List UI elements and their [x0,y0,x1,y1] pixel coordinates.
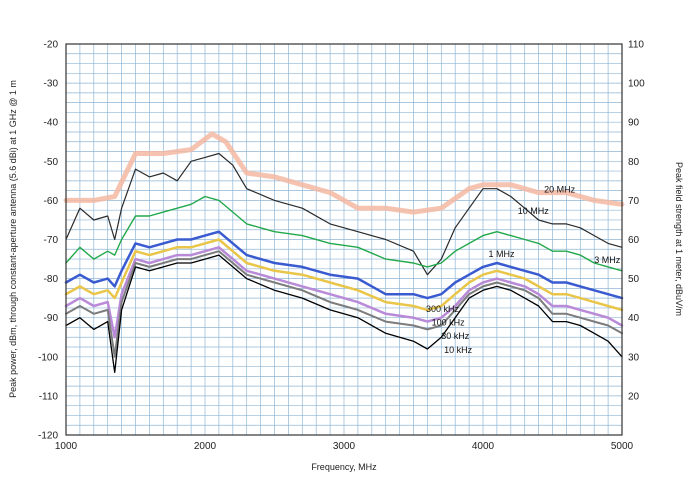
y-tick-label: -20 [44,40,59,51]
series-label-300-khz: 300 kHz [426,304,460,314]
y2-tick-label: 80 [628,157,640,168]
series-layer [63,131,625,374]
series-line-300-khz [64,238,624,312]
series-label-10-khz: 10 kHz [444,345,473,355]
y-tick-label: -30 [44,79,59,90]
series-label-1-mhz: 1 MHz [489,249,516,259]
series-line-3-mhz [65,195,623,272]
label-layer: 20 MHz 10 MHz 3 MHz 1 MHz 300 kHz 100 kHz 30 k… [426,185,621,355]
x-tick-label: 4000 [472,441,495,452]
grid-layer [66,44,622,435]
series-label-3-mhz: 3 MHz [594,255,621,265]
series-line-1-mhz [64,230,624,300]
series-line-10-mhz [65,152,623,276]
y-tick-label: -120 [38,431,58,442]
series-label-10-mhz: 10 MHz [518,206,550,216]
x-tick-label: 5000 [611,441,634,452]
series-line-30-khz [65,250,623,358]
y-tick-label: -40 [44,118,59,129]
y2-tick-label: 100 [628,79,645,90]
y-tick-label: -90 [44,313,59,324]
y2-tick-label: 30 [628,352,640,363]
plot-frame [65,43,623,436]
y2-tick-label: 110 [628,40,644,51]
y2-tick-label: 20 [628,391,640,402]
y2-axis-title: Peak field strength at 1 meter, dBuV/m [674,162,684,316]
y2-tick-label: 40 [628,313,640,324]
x-tick-label: 1000 [55,441,78,452]
x-axis-title: Frequency, MHz [311,462,377,472]
y-tick-label: -70 [44,235,59,246]
series-line-100-khz [64,246,624,339]
x-tick-label: 3000 [333,441,356,452]
series-label-100-khz: 100 kHz [432,318,466,328]
y2-tick-label: 90 [628,118,640,129]
y-tick-label: -50 [44,157,59,168]
series-line-20-mhz [63,131,625,215]
y-tick-label: -110 [39,391,59,402]
series-label-20-mhz: 20 MHz [544,185,576,195]
y-tick-label: -100 [38,352,58,363]
y2-tick-label: 60 [628,235,640,246]
series-label-30-khz: 30 kHz [441,331,470,341]
y-axis-title: Peak power, dBm, through constant-apertu… [8,80,18,398]
y-tick-label: -60 [44,196,59,207]
y-tick-label: -80 [44,274,59,285]
tick-layer: 1000 2000 3000 4000 5000 -20 -30 -40 -50 -60 -70 -8… [38,40,645,453]
y2-tick-label: 50 [628,274,640,285]
series-line-10-khz [65,254,623,374]
y2-tick-label: 70 [628,196,640,207]
x-tick-label: 2000 [194,441,217,452]
